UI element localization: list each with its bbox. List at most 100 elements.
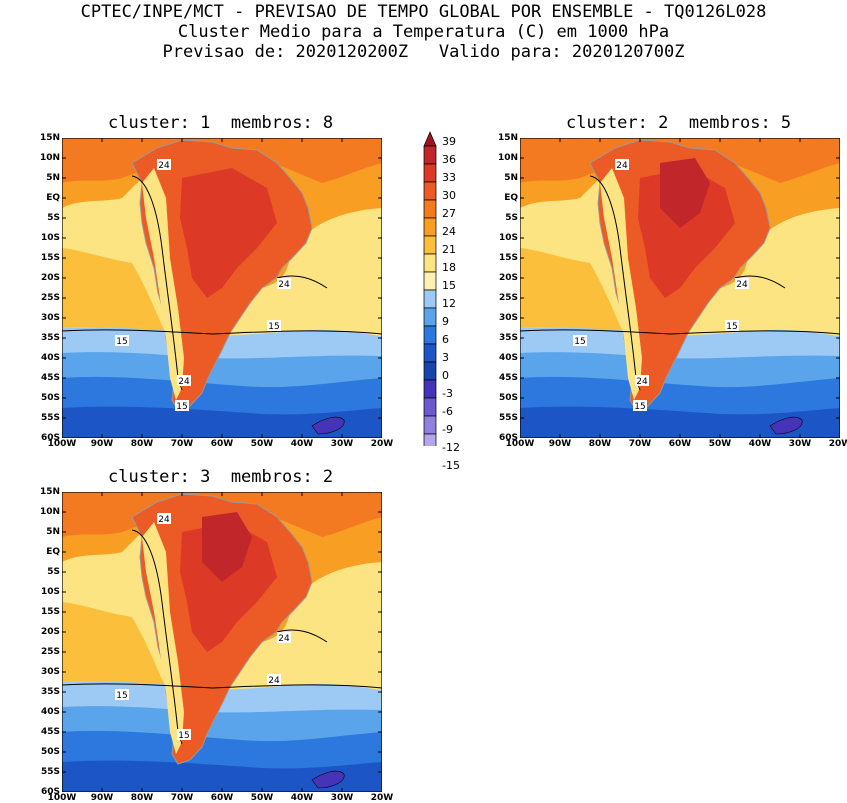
lat-label: 50S: [40, 747, 60, 757]
panel-2-title: cluster: 2 membros: 5: [566, 113, 792, 133]
svg-text:15: 15: [116, 691, 127, 701]
lon-label: 100W: [47, 439, 77, 449]
lat-label: 5N: [46, 527, 60, 537]
panel-1-map: 24 24 15 15 24 15: [62, 138, 382, 438]
lat-label: 25S: [40, 293, 60, 303]
header-line-3: Previsao de: 2020120200Z Valido para: 20…: [162, 42, 685, 62]
lat-label: 55S: [40, 413, 60, 423]
colorbar-label: -9: [442, 423, 453, 436]
lon-label: 30W: [330, 793, 354, 803]
lon-label: 100W: [505, 439, 535, 449]
colorbar-swatch: [423, 145, 437, 165]
contour-24: [131, 529, 183, 745]
svg-text:24: 24: [636, 377, 648, 387]
contour-label: 15: [175, 400, 189, 412]
hot-interior: [180, 168, 277, 298]
colorbar-label: 33: [442, 171, 456, 184]
lon-label: 80W: [588, 439, 612, 449]
svg-text:15: 15: [178, 731, 189, 741]
contour-label: 24: [615, 159, 629, 171]
colorbar-swatch: [423, 397, 437, 417]
lat-label: 50S: [498, 393, 518, 403]
tropical-band: [62, 138, 382, 183]
lat-label: EQ: [46, 547, 60, 557]
svg-text:15: 15: [634, 402, 645, 412]
lon-label: 100W: [47, 793, 77, 803]
colorbar-swatch: [423, 325, 437, 345]
lat-label: 5S: [47, 213, 60, 223]
contour-24-east: [276, 629, 328, 643]
header-line-2: Cluster Medio para a Temperatura (C) em …: [177, 22, 670, 42]
panel-3-map: 24 24 15 24 15: [62, 492, 382, 792]
contour-label: 24: [177, 375, 191, 387]
lon-label: 50W: [250, 439, 274, 449]
panel-1-title: cluster: 1 membros: 8: [108, 113, 334, 133]
panel-2-map: 24 24 15 15 24 15: [520, 138, 840, 438]
lat-label: 50S: [40, 393, 60, 403]
colorbar-swatch: [423, 361, 437, 381]
colorbar-swatch: [423, 415, 437, 435]
lat-label: 10N: [39, 153, 60, 163]
colorbar-label: 39: [442, 135, 456, 148]
lat-label: 5N: [504, 173, 518, 183]
lon-label: 60W: [668, 439, 692, 449]
contour-label: 24: [267, 674, 281, 686]
svg-text:24: 24: [158, 515, 170, 525]
lon-label: 60W: [210, 439, 234, 449]
lat-label: 40S: [40, 707, 60, 717]
lon-label: 70W: [170, 793, 194, 803]
lat-label: 30S: [498, 313, 518, 323]
tropical-band: [520, 138, 840, 183]
subtropical-band: [520, 248, 624, 333]
svg-text:15: 15: [726, 322, 737, 332]
colorbar-swatch: [423, 235, 437, 255]
lon-label: 20W: [828, 439, 847, 449]
cold-core: [769, 416, 803, 435]
colorbar-label: 27: [442, 207, 456, 220]
lat-label: 25S: [498, 293, 518, 303]
contour-label: 24: [157, 513, 171, 525]
lat-label: 10S: [40, 233, 60, 243]
colorbar-swatch: [423, 307, 437, 327]
lat-label: 40S: [40, 353, 60, 363]
svg-text:24: 24: [158, 161, 170, 171]
colorbar-label: 0: [442, 369, 449, 382]
contour-label: 15: [725, 320, 739, 332]
lon-label: 80W: [130, 793, 154, 803]
lat-label: 35S: [40, 333, 60, 343]
lon-label: 30W: [330, 439, 354, 449]
lat-label: 15S: [498, 253, 518, 263]
cold-core: [311, 770, 345, 789]
tropical-band: [62, 492, 382, 537]
colorbar-label: 12: [442, 297, 456, 310]
lon-label: 90W: [90, 439, 114, 449]
svg-text:24: 24: [178, 377, 190, 387]
lat-label: 20S: [40, 273, 60, 283]
colorbar-swatch: [423, 199, 437, 219]
lat-label: 20S: [40, 627, 60, 637]
contour-label: 24: [157, 159, 171, 171]
lat-label: 55S: [40, 767, 60, 777]
svg-text:15: 15: [574, 337, 585, 347]
subtropical-band: [62, 248, 166, 333]
colorbar-label: -15: [442, 459, 460, 472]
lat-label: 30S: [40, 313, 60, 323]
svg-text:15: 15: [268, 322, 279, 332]
contour-label: 15: [633, 400, 647, 412]
contour-24-east: [734, 275, 786, 289]
lat-label: 10N: [39, 507, 60, 517]
lat-label: 40S: [498, 353, 518, 363]
lat-label: 60S: [498, 433, 518, 443]
lat-label: EQ: [46, 193, 60, 203]
lon-label: 60W: [210, 793, 234, 803]
lat-label: 10S: [40, 587, 60, 597]
lat-label: 10S: [498, 233, 518, 243]
lat-label: 60S: [40, 433, 60, 443]
lon-label: 20W: [370, 793, 394, 803]
colorbar-label: 6: [442, 333, 449, 346]
contour-label: 15: [115, 689, 129, 701]
contour-label: 24: [277, 278, 291, 290]
contour-24-east: [276, 275, 328, 289]
contour-15: [62, 329, 382, 335]
lat-label: 15N: [39, 133, 60, 143]
